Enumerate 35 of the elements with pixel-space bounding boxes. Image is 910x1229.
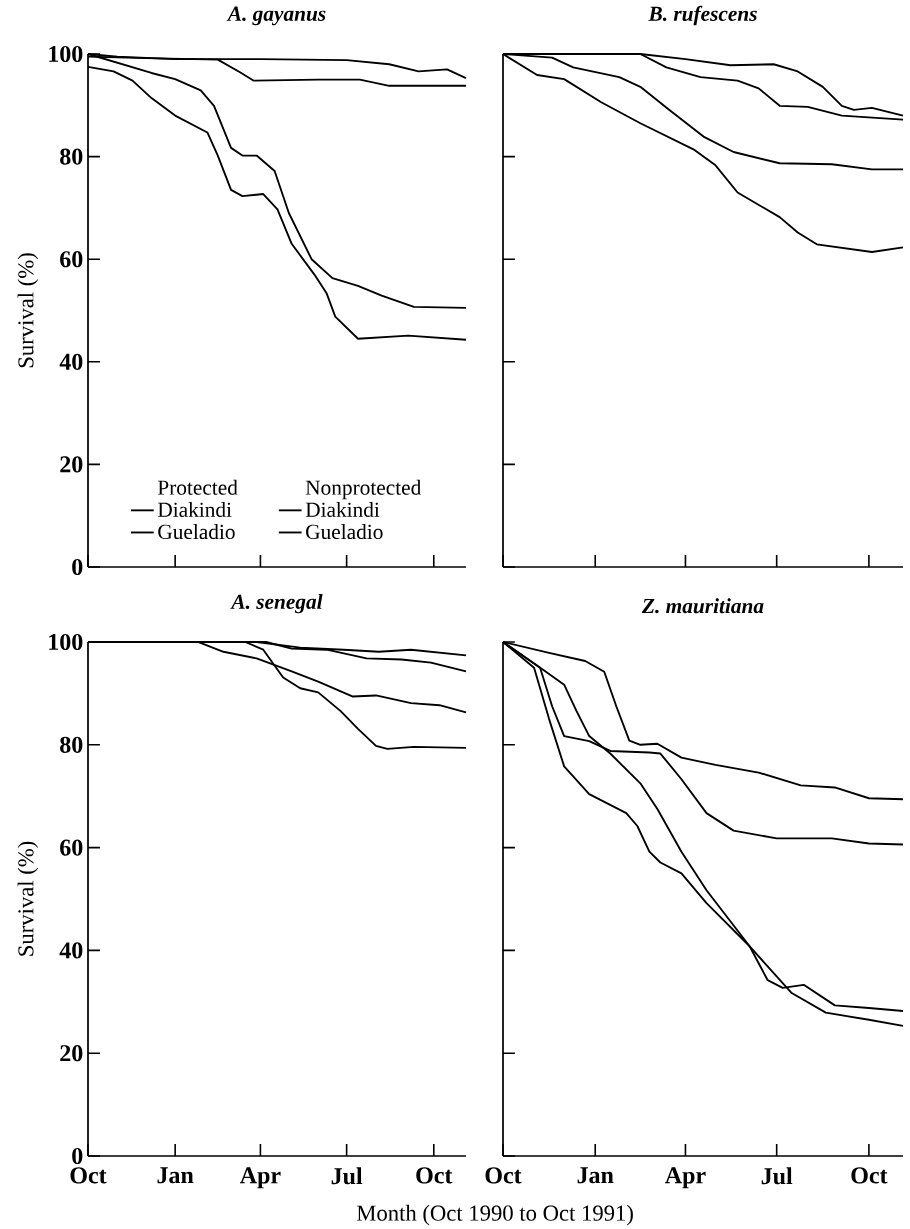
y-tick-label: 20 (60, 1045, 83, 1062)
annotation: Nonprotected (305, 479, 422, 500)
legend-label: Diakindi (305, 501, 380, 517)
y-tick-label: 100 (49, 45, 83, 63)
y-tick-label: 80 (60, 148, 83, 165)
x-tick-label: Jan (157, 1167, 194, 1184)
x-axis-title: Month (Oct 1990 to Oct 1991) (356, 1204, 633, 1226)
y-tick-label: 40 (59, 942, 83, 959)
y-axis-title: Survival (%) (17, 841, 39, 956)
y-tick-label: 80 (60, 736, 83, 753)
x-tick-label: Oct (851, 1167, 888, 1184)
y-tick-label: 0 (72, 558, 83, 576)
legend-label: Diakindi (157, 501, 232, 517)
chart-title: Z. mauritiana (641, 598, 764, 614)
y-tick-label: 0 (72, 1147, 83, 1165)
x-tick-label: Apr (665, 1167, 706, 1189)
y-tick-label: 40 (59, 353, 83, 370)
x-tick-label: Jul (761, 1167, 793, 1185)
x-tick-label: Oct (70, 1167, 107, 1184)
y-axis-title: Survival (%) (17, 253, 39, 368)
x-tick-label: Oct (416, 1167, 453, 1184)
legend-label: Gueladio (306, 524, 383, 540)
x-tick-label: Jan (577, 1167, 614, 1184)
y-tick-label: 20 (60, 456, 83, 473)
x-tick-label: Apr (239, 1167, 281, 1189)
chart-title: B. rufescens (648, 5, 757, 26)
x-tick-label: Jul (331, 1167, 363, 1185)
x-tick-label: Oct (485, 1167, 522, 1184)
legend-label: Gueladio (158, 524, 235, 540)
chart-title: A. gayanus (226, 6, 326, 26)
annotation: Protected (157, 479, 238, 495)
chart-title: A. senegal (230, 593, 323, 614)
y-tick-label: 100 (49, 633, 83, 651)
y-tick-label: 60 (60, 839, 83, 856)
y-tick-label: 60 (60, 251, 83, 268)
